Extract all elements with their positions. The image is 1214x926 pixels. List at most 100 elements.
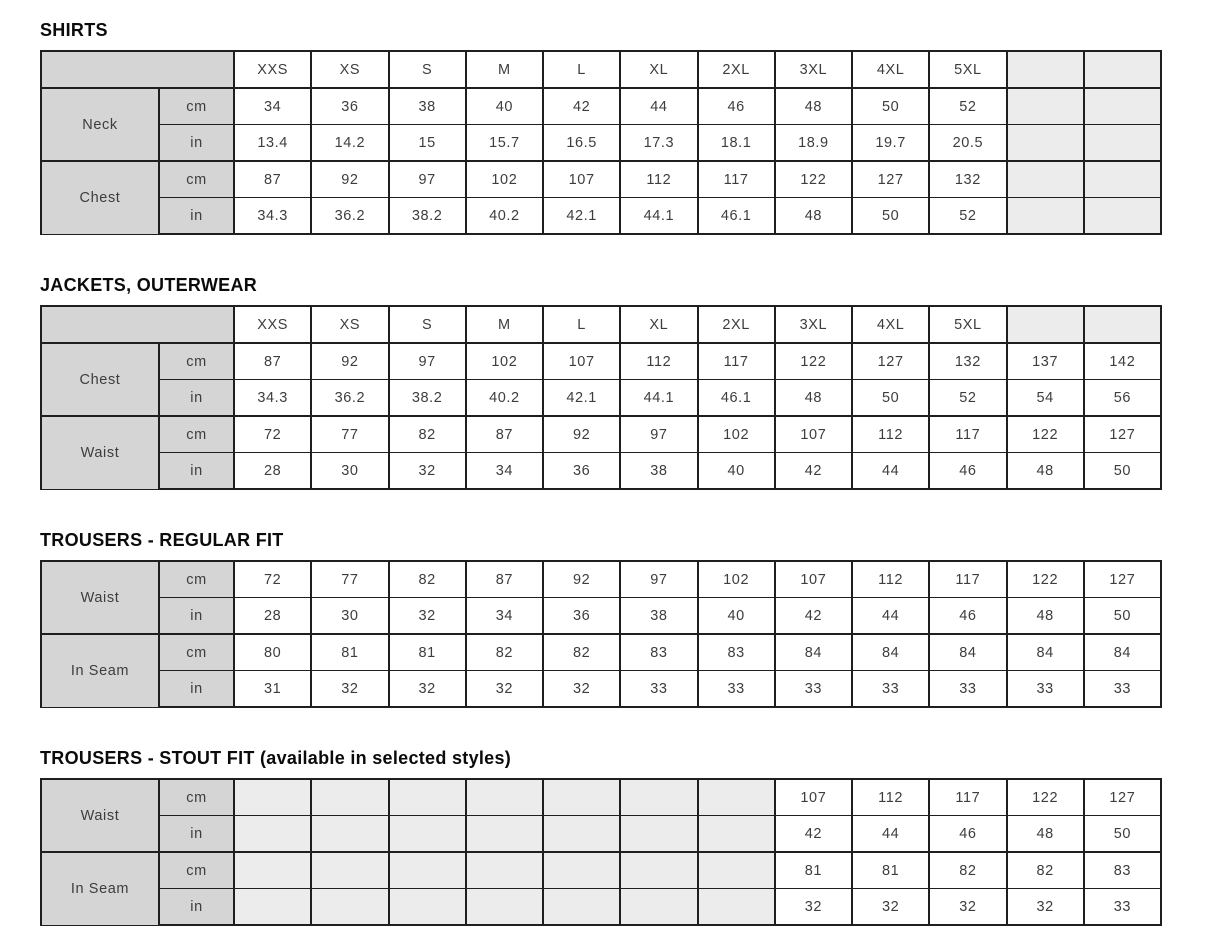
value-cell: 38.2: [387, 197, 467, 235]
empty-cell: [387, 778, 467, 816]
value-cell: 28: [232, 452, 313, 490]
value-cell: 81: [773, 851, 854, 889]
empty-cell: [464, 888, 545, 926]
empty-cell: [541, 778, 622, 816]
size-col-xs: XS: [310, 50, 390, 89]
value-cell: 36: [310, 87, 390, 125]
size-col-5xl: 5XL: [928, 305, 1008, 344]
value-cell: 52: [928, 379, 1008, 417]
value-cell: 77: [310, 415, 390, 453]
size-col-l: L: [541, 50, 622, 89]
section-shirts: SHIRTS XXS XS S M L XL 2XL 3XL 4XL 5XL Neck cm 34 36 3…: [40, 20, 1163, 235]
value-cell: 102: [464, 160, 545, 198]
value-cell: 20.5: [928, 124, 1008, 162]
title-note: (available in selected styles): [254, 748, 512, 768]
empty-cell: [387, 851, 467, 889]
value-cell: 102: [464, 342, 545, 380]
value-cell: 42: [773, 597, 854, 635]
value-cell: 14.2: [310, 124, 390, 162]
value-cell: 33: [928, 670, 1008, 708]
value-cell: 77: [310, 560, 390, 598]
value-cell: 42.1: [541, 197, 622, 235]
value-cell: 42: [541, 87, 622, 125]
size-col-s: S: [387, 50, 467, 89]
section-trousers-regular-fit: TROUSERS - REGULAR FIT Waist cm 72 77 82 87 92…: [40, 530, 1163, 708]
size-col-3xl: 3XL: [773, 50, 854, 89]
value-cell: 52: [928, 87, 1008, 125]
value-cell: 44: [619, 87, 699, 125]
value-cell: 92: [541, 560, 622, 598]
value-cell: 30: [310, 597, 390, 635]
empty-cell: [310, 888, 390, 926]
value-cell: 15: [387, 124, 467, 162]
value-cell: 50: [1082, 815, 1163, 853]
value-cell: 72: [232, 560, 313, 598]
value-cell: 34: [464, 597, 545, 635]
unit-label: in: [158, 379, 235, 417]
unit-label: cm: [158, 87, 235, 125]
value-cell: 127: [1082, 560, 1163, 598]
value-cell: 84: [1005, 633, 1085, 671]
value-cell: 132: [928, 160, 1008, 198]
value-cell: 50: [1082, 597, 1163, 635]
empty-cell: [1082, 197, 1163, 235]
value-cell: 40: [464, 87, 545, 125]
section-title-jackets-outerwear: JACKETS, OUTERWEAR: [40, 275, 1162, 296]
value-cell: 32: [387, 452, 467, 490]
value-cell: 82: [464, 633, 545, 671]
value-cell: 15.7: [464, 124, 545, 162]
title-text: TROUSERS - STOUT FIT: [40, 748, 255, 768]
value-cell: 46: [928, 815, 1008, 853]
measure-row: in 34.3 36.2 38.2 40.2 42.1 44.1 46.1 48 50 52: [41, 197, 1163, 235]
value-cell: 46: [928, 597, 1008, 635]
value-cell: 72: [232, 415, 313, 453]
measure-row: Neck cm 34 36 38 40 42 44 46 48 50 52: [40, 87, 1163, 162]
value-cell: 82: [387, 560, 467, 598]
shirts-table: XXS XS S M L XL 2XL 3XL 4XL 5XL Neck cm 34 36 38 40 42 44…: [40, 50, 1163, 235]
value-cell: 83: [619, 633, 699, 671]
empty-cell: [619, 851, 699, 889]
value-cell: 127: [1082, 778, 1163, 816]
size-col-s: S: [387, 305, 467, 344]
empty-cell: [464, 851, 545, 889]
value-cell: 46: [928, 452, 1008, 490]
section-title-trousers-stout-fit: TROUSERS - STOUT FIT (available in selec…: [40, 748, 1162, 769]
unit-label: cm: [158, 560, 235, 598]
value-cell: 50: [1082, 452, 1163, 490]
unit-label: cm: [158, 778, 235, 816]
value-cell: 117: [696, 342, 776, 380]
value-cell: 44: [850, 597, 931, 635]
measure-label: Waist: [40, 415, 160, 490]
value-cell: 83: [1082, 851, 1163, 889]
empty-cell: [696, 815, 776, 853]
value-cell: 127: [850, 160, 931, 198]
size-col-m: M: [464, 50, 545, 89]
size-col-2xl: 2XL: [696, 50, 776, 89]
value-cell: 36: [541, 597, 622, 635]
unit-label: in: [158, 452, 235, 490]
value-cell: 84: [1082, 633, 1163, 671]
measure-label: In Seam: [40, 851, 160, 926]
value-cell: 16.5: [541, 124, 622, 162]
value-cell: 87: [232, 160, 313, 198]
value-cell: 40: [696, 452, 776, 490]
value-cell: 50: [850, 87, 931, 125]
value-cell: 38.2: [387, 379, 467, 417]
size-col-xxs: XXS: [232, 50, 313, 89]
measure-row: Waist cm 107 112 117 122 127: [40, 778, 1163, 853]
unit-label: cm: [158, 851, 235, 889]
value-cell: 19.7: [850, 124, 931, 162]
value-cell: 97: [387, 160, 467, 198]
value-cell: 48: [1005, 597, 1085, 635]
size-col-xs: XS: [310, 305, 390, 344]
corner-cell: [40, 50, 235, 89]
size-col-blank: [1005, 305, 1085, 344]
value-cell: 81: [387, 633, 467, 671]
value-cell: 44: [850, 452, 931, 490]
empty-cell: [619, 815, 699, 853]
value-cell: 112: [850, 778, 931, 816]
empty-cell: [310, 778, 390, 816]
value-cell: 107: [773, 778, 854, 816]
value-cell: 127: [1082, 415, 1163, 453]
value-cell: 32: [541, 670, 622, 708]
